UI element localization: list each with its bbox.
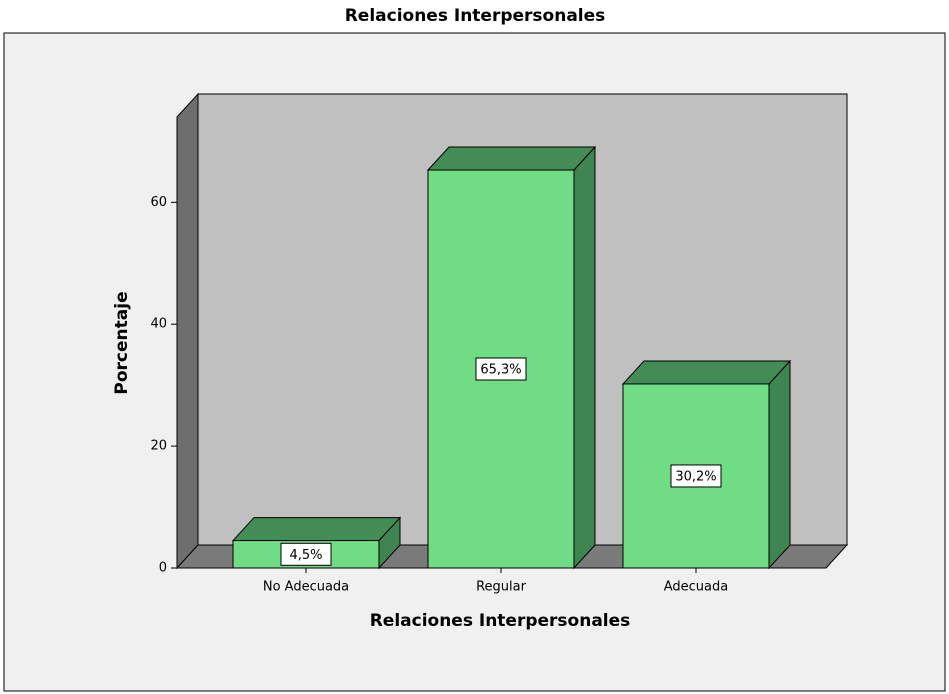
left-wall <box>176 92 199 570</box>
bar-top <box>231 517 402 542</box>
bar-top <box>426 146 597 171</box>
value-label: 65,3% <box>480 363 521 378</box>
y-tick-label: 40 <box>150 317 167 332</box>
x-axis-label: Relaciones Interpersonales <box>370 611 631 631</box>
bar-side <box>768 359 791 570</box>
chart-title: Relaciones Interpersonales <box>345 6 606 26</box>
value-label-box <box>670 464 722 488</box>
value-label-box <box>280 542 332 566</box>
bar-top <box>621 360 792 385</box>
bar-side <box>573 145 596 570</box>
x-tick-label: Adecuada <box>664 580 729 595</box>
y-tick-label: 60 <box>150 195 167 210</box>
x-tick-label: No Adecuada <box>263 580 349 595</box>
x-tick-label: Regular <box>476 580 527 595</box>
y-tick-label: 0 <box>159 561 167 576</box>
value-label-box <box>475 357 527 381</box>
value-label: 4,5% <box>289 548 322 563</box>
y-axis-label: Porcentaje <box>112 291 132 394</box>
value-label: 30,2% <box>675 469 716 484</box>
y-tick-label: 20 <box>150 439 167 454</box>
